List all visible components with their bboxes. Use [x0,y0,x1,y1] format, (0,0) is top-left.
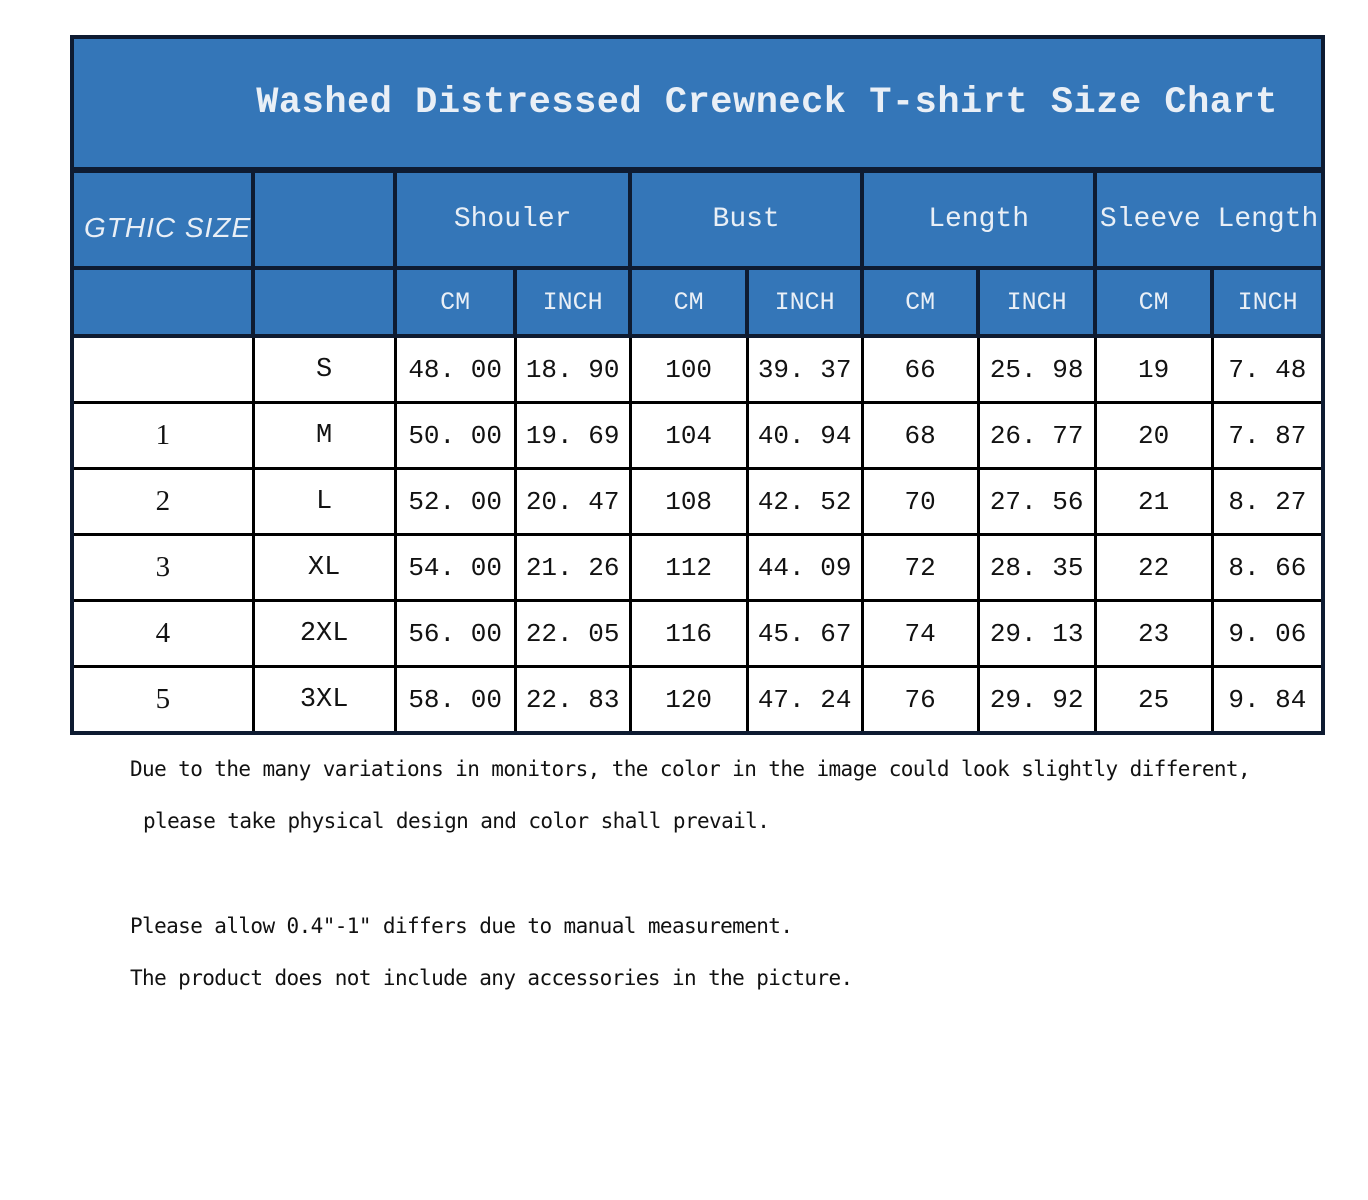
row-index: 4 [70,599,255,668]
shoulder-cm: 48. 00 [393,334,517,404]
empty-unit-cell [69,266,256,338]
sleeve-inch: 8. 66 [1210,533,1325,602]
chart-title: Washed Distressed Crewneck T-shirt Size … [69,35,1326,173]
size-label: S [251,334,397,404]
sleeve-inch: 9. 84 [1210,665,1325,735]
shoulder-cm: 52. 00 [393,467,517,536]
shoulder-inch: 19. 69 [513,401,632,470]
sleeve-cm: 21 [1093,467,1214,536]
unit-header-length-cm: CM [860,266,981,338]
shoulder-inch: 20. 47 [513,467,632,536]
bust-cm: 120 [628,665,749,735]
length-inch: 27. 56 [976,467,1097,536]
shoulder-inch: 18. 90 [513,334,632,404]
sleeve-cm: 22 [1093,533,1214,602]
note-manual-measurement: Please allow 0.4"-1" differs due to manu… [130,914,793,938]
shoulder-cm: 58. 00 [393,665,517,735]
sleeve-inch: 8. 27 [1210,467,1325,536]
length-cm: 74 [860,599,980,668]
unit-header-sleeve-cm: CM [1093,266,1215,338]
empty-header-cell [251,168,398,270]
table-row-2xl: 4 2XL 56. 00 22. 05 116 45. 67 74 29. 13… [70,599,1325,668]
row-index [70,334,255,404]
note-monitor-variations-line1: Due to the many variations in monitors, … [130,757,1251,781]
bust-cm: 116 [628,599,749,668]
length-cm: 68 [860,401,980,470]
note-monitor-variations-line2: please take physical design and color sh… [143,809,770,833]
size-chart-table: Washed Distressed Crewneck T-shirt Size … [69,35,1326,735]
sleeve-inch: 7. 48 [1210,334,1325,404]
sleeve-cm: 20 [1093,401,1214,470]
bust-cm: 112 [628,533,749,602]
unit-header-bust-inch: INCH [745,266,865,338]
row-index: 3 [70,533,255,602]
unit-header-shoulder-cm: CM [393,266,518,338]
row-index: 1 [70,401,255,470]
group-header-length: Length [860,168,1098,270]
sleeve-cm: 25 [1093,665,1214,735]
shoulder-cm: 50. 00 [393,401,517,470]
note-accessories: The product does not include any accesso… [130,966,853,990]
unit-header-shoulder-inch: INCH [513,266,633,338]
sleeve-cm: 19 [1093,334,1214,404]
empty-unit-cell [251,266,398,338]
table-row-l: 2 L 52. 00 20. 47 108 42. 52 70 27. 56 2… [70,467,1325,536]
unit-header-bust-cm: CM [628,266,750,338]
size-label: XL [251,533,397,602]
table-row-3xl: 5 3XL 58. 00 22. 83 120 47. 24 76 29. 92… [70,665,1325,735]
unit-header-sleeve-inch: INCH [1210,266,1326,338]
brand-size-label: GTHIC SIZE [69,168,256,270]
sleeve-inch: 7. 87 [1210,401,1325,470]
size-label: L [251,467,397,536]
shoulder-cm: 56. 00 [393,599,517,668]
group-header-shoulder: Shouler [393,168,633,270]
table-row-xl: 3 XL 54. 00 21. 26 112 44. 09 72 28. 35 … [70,533,1325,602]
unit-header-row: CM INCH CM INCH CM INCH CM INCH [69,266,1326,338]
row-index: 2 [70,467,255,536]
bust-inch: 47. 24 [745,665,864,735]
bust-inch: 44. 09 [745,533,864,602]
bust-inch: 42. 52 [745,467,864,536]
group-header-sleeve-length: Sleeve Length [1093,168,1326,270]
shoulder-cm: 54. 00 [393,533,517,602]
bust-inch: 40. 94 [745,401,864,470]
row-index: 5 [70,665,255,735]
group-header-row: GTHIC SIZE Shouler Bust Length Sleeve Le… [69,168,1326,270]
bust-cm: 108 [628,467,749,536]
size-label: 3XL [251,665,397,735]
group-header-bust: Bust [628,168,865,270]
sleeve-inch: 9. 06 [1210,599,1325,668]
shoulder-inch: 22. 05 [513,599,632,668]
unit-header-length-inch: INCH [976,266,1098,338]
length-inch: 28. 35 [976,533,1097,602]
shoulder-inch: 22. 83 [513,665,632,735]
title-row: Washed Distressed Crewneck T-shirt Size … [69,35,1326,173]
length-inch: 26. 77 [976,401,1097,470]
table-row-s: S 48. 00 18. 90 100 39. 37 66 25. 98 19 … [70,334,1325,404]
length-inch: 25. 98 [976,334,1097,404]
table-row-m: 1 M 50. 00 19. 69 104 40. 94 68 26. 77 2… [70,401,1325,470]
size-label: 2XL [251,599,397,668]
length-inch: 29. 13 [976,599,1097,668]
length-cm: 76 [860,665,980,735]
length-cm: 70 [860,467,980,536]
size-label: M [251,401,397,470]
bust-inch: 39. 37 [745,334,864,404]
length-cm: 72 [860,533,980,602]
length-cm: 66 [860,334,980,404]
bust-cm: 104 [628,401,749,470]
sleeve-cm: 23 [1093,599,1214,668]
bust-inch: 45. 67 [745,599,864,668]
shoulder-inch: 21. 26 [513,533,632,602]
bust-cm: 100 [628,334,749,404]
length-inch: 29. 92 [976,665,1097,735]
